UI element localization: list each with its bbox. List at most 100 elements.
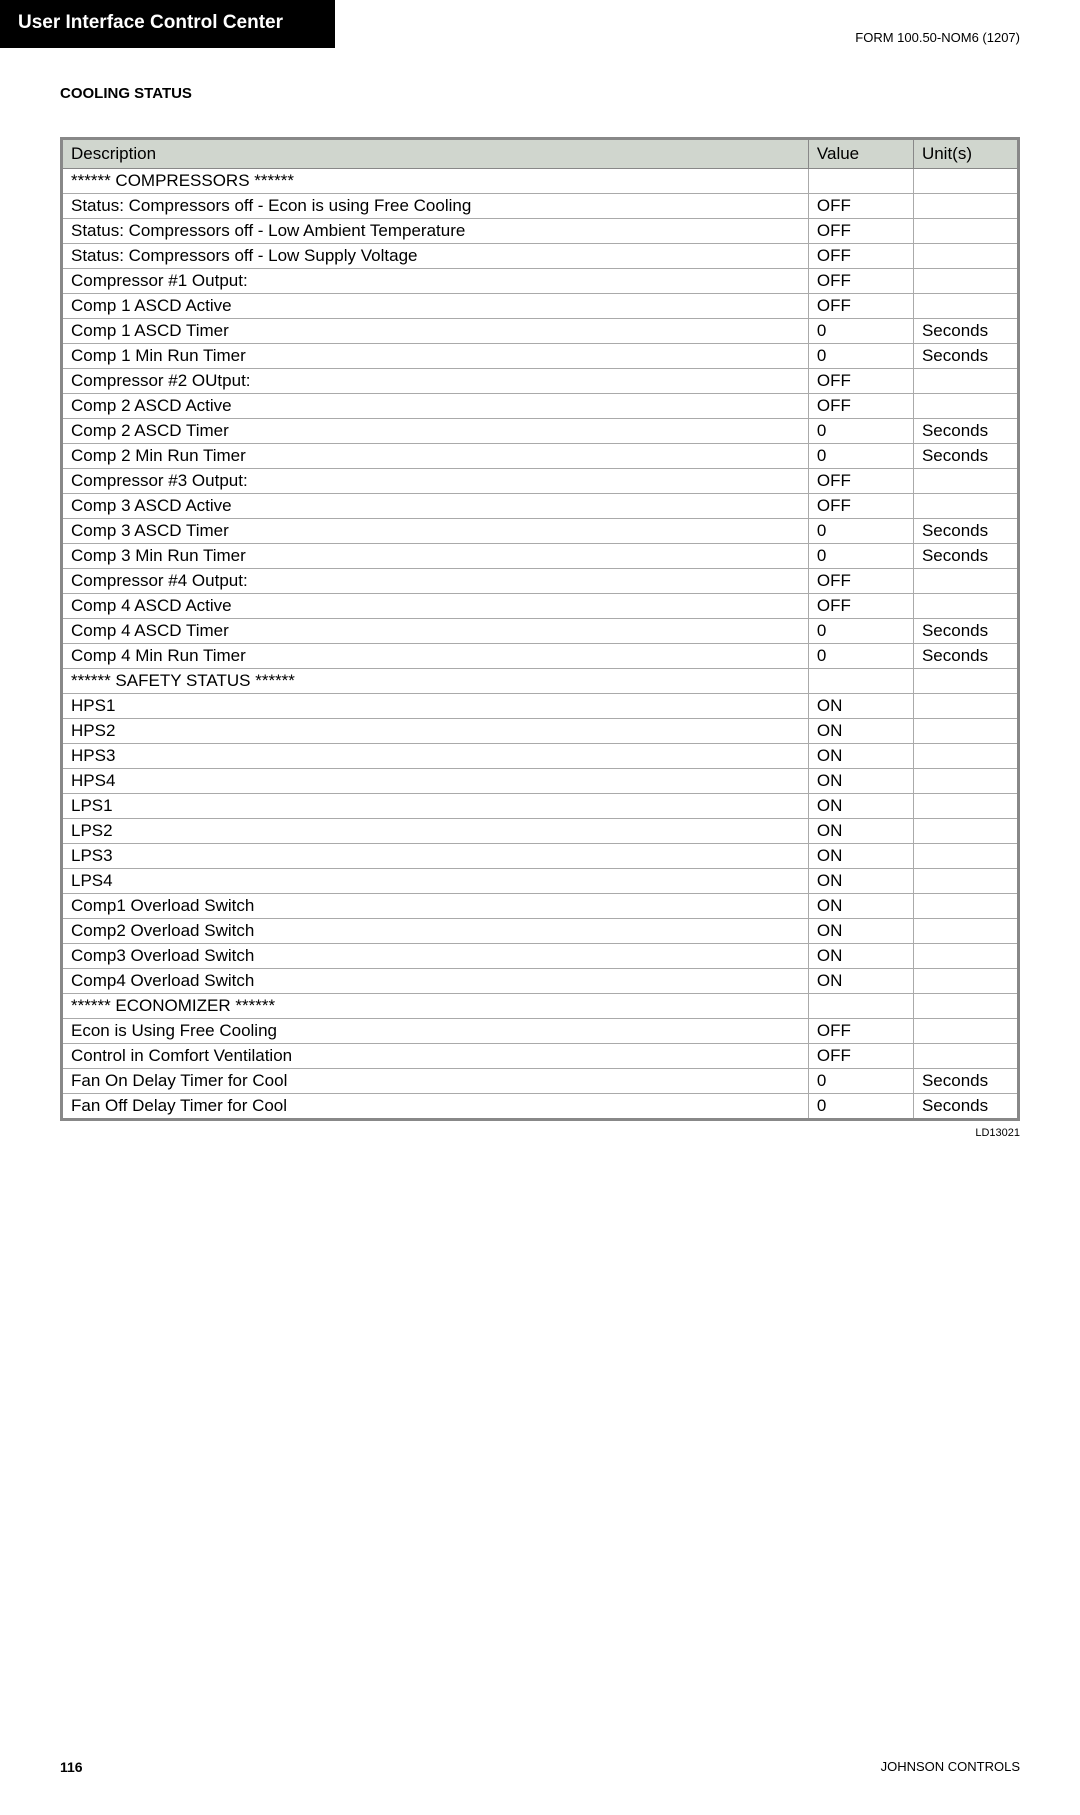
cell-value: ON — [808, 744, 913, 769]
cell-units: Seconds — [913, 519, 1018, 544]
cell-description: Status: Compressors off - Econ is using … — [62, 194, 809, 219]
cell-description: Comp 4 ASCD Active — [62, 594, 809, 619]
cell-value: OFF — [808, 1044, 913, 1069]
table-row: Compressor #4 Output:OFF — [62, 569, 1019, 594]
cell-units — [913, 944, 1018, 969]
page-footer: 116 JOHNSON CONTROLS — [60, 1759, 1020, 1775]
cell-units — [913, 744, 1018, 769]
cell-units — [913, 794, 1018, 819]
table-row: Comp3 Overload SwitchON — [62, 944, 1019, 969]
cell-value: OFF — [808, 594, 913, 619]
cell-value: ON — [808, 869, 913, 894]
cell-value: ON — [808, 894, 913, 919]
cell-description: Status: Compressors off - Low Ambient Te… — [62, 219, 809, 244]
cell-units — [913, 469, 1018, 494]
table-row: Econ is Using Free CoolingOFF — [62, 1019, 1019, 1044]
cell-value: 0 — [808, 419, 913, 444]
table-row: LPS4ON — [62, 869, 1019, 894]
cell-description: Compressor #2 OUtput: — [62, 369, 809, 394]
cell-units: Seconds — [913, 544, 1018, 569]
cell-units: Seconds — [913, 1094, 1018, 1120]
table-row: ****** ECONOMIZER ****** — [62, 994, 1019, 1019]
cell-description: HPS2 — [62, 719, 809, 744]
cell-value: ON — [808, 694, 913, 719]
cell-units — [913, 169, 1018, 194]
page-number: 116 — [60, 1759, 83, 1775]
cell-description: Comp2 Overload Switch — [62, 919, 809, 944]
cell-units: Seconds — [913, 344, 1018, 369]
table-row: HPS3ON — [62, 744, 1019, 769]
cell-units: Seconds — [913, 644, 1018, 669]
cell-description: Control in Comfort Ventilation — [62, 1044, 809, 1069]
table-row: Fan Off Delay Timer for Cool0Seconds — [62, 1094, 1019, 1120]
cell-units — [913, 844, 1018, 869]
table-row: Compressor #2 OUtput:OFF — [62, 369, 1019, 394]
table-row: ****** COMPRESSORS ****** — [62, 169, 1019, 194]
cell-description: Comp 2 Min Run Timer — [62, 444, 809, 469]
cell-description: Comp 3 ASCD Timer — [62, 519, 809, 544]
cell-description: Comp 4 ASCD Timer — [62, 619, 809, 644]
table-row: Comp 3 ASCD ActiveOFF — [62, 494, 1019, 519]
table-row: Status: Compressors off - Econ is using … — [62, 194, 1019, 219]
table-row: Comp4 Overload SwitchON — [62, 969, 1019, 994]
cell-units — [913, 669, 1018, 694]
cell-value: 0 — [808, 519, 913, 544]
table-row: Compressor #1 Output:OFF — [62, 269, 1019, 294]
cell-value: ON — [808, 969, 913, 994]
table-row: HPS1ON — [62, 694, 1019, 719]
cell-value: 0 — [808, 444, 913, 469]
cell-description: Compressor #4 Output: — [62, 569, 809, 594]
cell-value — [808, 669, 913, 694]
status-table: Description Value Unit(s) ****** COMPRES… — [60, 137, 1020, 1121]
table-row: Fan On Delay Timer for Cool0Seconds — [62, 1069, 1019, 1094]
col-header-value: Value — [808, 139, 913, 169]
table-row: Comp 4 Min Run Timer0Seconds — [62, 644, 1019, 669]
table-row: LPS1ON — [62, 794, 1019, 819]
cell-units — [913, 244, 1018, 269]
cell-units — [913, 919, 1018, 944]
company-name: JOHNSON CONTROLS — [881, 1759, 1020, 1775]
section-title: COOLING STATUS — [60, 85, 1020, 102]
cell-description: Status: Compressors off - Low Supply Vol… — [62, 244, 809, 269]
cell-units: Seconds — [913, 444, 1018, 469]
cell-value: OFF — [808, 369, 913, 394]
cell-value: OFF — [808, 294, 913, 319]
table-row: Comp 1 ASCD Timer0Seconds — [62, 319, 1019, 344]
cell-description: Comp3 Overload Switch — [62, 944, 809, 969]
cell-description: Fan Off Delay Timer for Cool — [62, 1094, 809, 1120]
table-row: HPS4ON — [62, 769, 1019, 794]
table-row: Status: Compressors off - Low Ambient Te… — [62, 219, 1019, 244]
cell-value: OFF — [808, 394, 913, 419]
table-row: ****** SAFETY STATUS ****** — [62, 669, 1019, 694]
table-row: HPS2ON — [62, 719, 1019, 744]
cell-units: Seconds — [913, 1069, 1018, 1094]
cell-description: ****** SAFETY STATUS ****** — [62, 669, 809, 694]
cell-value: ON — [808, 769, 913, 794]
cell-value: ON — [808, 794, 913, 819]
cell-units — [913, 719, 1018, 744]
table-row: Comp 2 ASCD ActiveOFF — [62, 394, 1019, 419]
cell-description: LPS3 — [62, 844, 809, 869]
cell-units — [913, 1044, 1018, 1069]
cell-description: Comp 1 Min Run Timer — [62, 344, 809, 369]
cell-description: ****** COMPRESSORS ****** — [62, 169, 809, 194]
cell-description: Comp 2 ASCD Active — [62, 394, 809, 419]
cell-description: Comp 1 ASCD Active — [62, 294, 809, 319]
cell-value: OFF — [808, 569, 913, 594]
cell-units — [913, 194, 1018, 219]
cell-value: ON — [808, 719, 913, 744]
cell-units — [913, 769, 1018, 794]
cell-description: Econ is Using Free Cooling — [62, 1019, 809, 1044]
cell-description: Comp 1 ASCD Timer — [62, 319, 809, 344]
cell-units — [913, 869, 1018, 894]
cell-description: Comp 2 ASCD Timer — [62, 419, 809, 444]
cell-description: Compressor #1 Output: — [62, 269, 809, 294]
cell-units — [913, 494, 1018, 519]
cell-description: Fan On Delay Timer for Cool — [62, 1069, 809, 1094]
table-row: Comp 1 Min Run Timer0Seconds — [62, 344, 1019, 369]
cell-value: OFF — [808, 469, 913, 494]
table-row: Comp 3 ASCD Timer0Seconds — [62, 519, 1019, 544]
col-header-description: Description — [62, 139, 809, 169]
cell-units — [913, 1019, 1018, 1044]
cell-value: 0 — [808, 1094, 913, 1120]
